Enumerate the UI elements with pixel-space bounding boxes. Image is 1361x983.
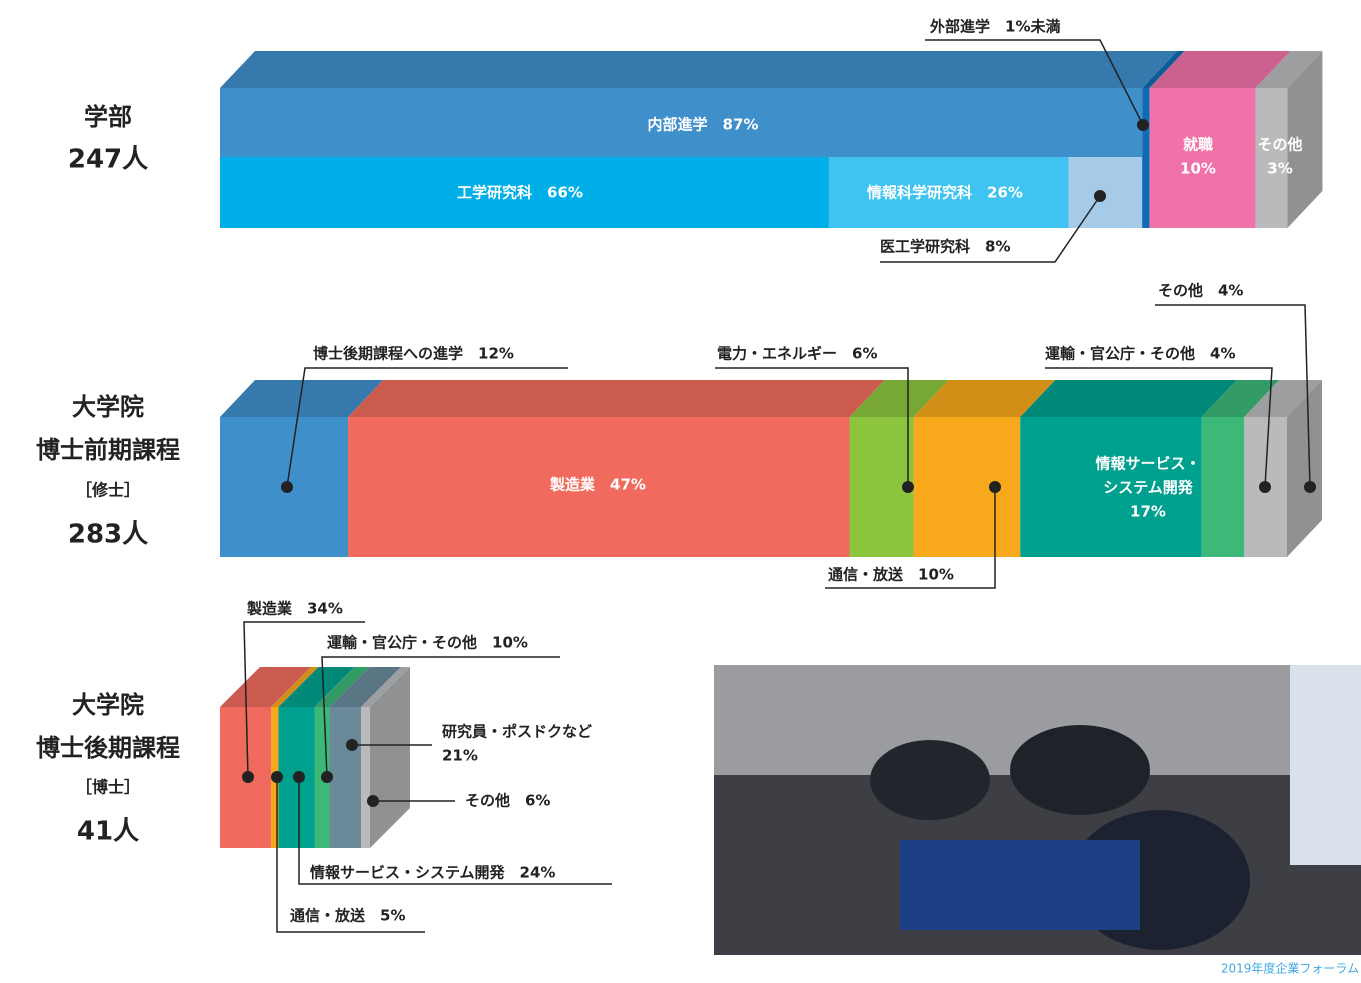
- photo: [714, 665, 1361, 955]
- leader-line: [286, 367, 568, 488]
- bar-segment: [1149, 88, 1256, 228]
- bar-top: [220, 380, 384, 417]
- leader-dot: [293, 771, 305, 783]
- section-group: 大学院: [72, 393, 144, 421]
- bar-side: [1287, 51, 1323, 228]
- leader-dot: [1137, 119, 1149, 131]
- bar-top: [314, 667, 370, 707]
- bar-top: [220, 667, 311, 707]
- segment-label: 情報サービス・: [1095, 455, 1200, 473]
- segment-label: 通信・放送 5%: [290, 907, 405, 925]
- bar-top: [849, 380, 949, 417]
- leader-line: [1155, 304, 1311, 488]
- leader-dot: [321, 771, 333, 783]
- leader-dot: [1094, 190, 1106, 202]
- segment-label: その他: [1257, 136, 1302, 154]
- bar-segment: [348, 417, 850, 557]
- bar-top: [1142, 51, 1185, 88]
- segment-label: 通信・放送 10%: [828, 566, 954, 584]
- bar-top: [1255, 51, 1323, 88]
- leader-line: [925, 39, 1144, 126]
- segment-label: 博士後期課程への進学 12%: [313, 345, 514, 363]
- bar-segment: [1020, 417, 1202, 557]
- leader-line: [298, 777, 612, 885]
- bar-top: [348, 380, 885, 417]
- segment-label: その他 6%: [465, 792, 550, 810]
- segment-label: 工学研究科 66%: [457, 184, 583, 202]
- bar-top: [220, 51, 1178, 88]
- segment-label: 運輸・官公庁・その他 10%: [327, 634, 528, 652]
- leader-dot: [1259, 481, 1271, 493]
- sub-segment: [1068, 157, 1143, 228]
- bar-segment: [329, 707, 361, 848]
- section-count: 247人: [68, 145, 148, 175]
- segment-label: 情報サービス・システム開発 24%: [310, 864, 555, 882]
- segment-label: 電力・エネルギー 6%: [717, 345, 877, 363]
- section-count: 283人: [68, 520, 148, 550]
- segment-label: 外部進学 1%未満: [929, 18, 1060, 36]
- section-program: 学部: [84, 103, 132, 131]
- bar-top: [1020, 380, 1237, 417]
- leader-line: [715, 367, 909, 487]
- bar-segment: [1201, 417, 1245, 557]
- leader-line: [243, 621, 365, 778]
- leader-line: [1045, 367, 1273, 488]
- bar-side: [1287, 380, 1322, 557]
- segment-label: 製造業 47%: [549, 476, 646, 494]
- bar-segment: [361, 707, 370, 848]
- bar-segment: [913, 417, 1021, 557]
- leader-dot: [902, 481, 914, 493]
- leader-line: [880, 195, 1101, 263]
- sub-segment: [828, 157, 1069, 228]
- bar-top: [361, 667, 410, 707]
- segment-label: 3%: [1267, 160, 1292, 178]
- segment-label: 21%: [442, 747, 478, 765]
- bar-top: [271, 667, 319, 707]
- leader-dot: [271, 771, 283, 783]
- segment-label: 就職: [1183, 136, 1213, 154]
- leader-line: [825, 487, 996, 589]
- bar-top: [913, 380, 1056, 417]
- section-degree: ［博士］: [76, 778, 140, 797]
- bar-top: [1244, 380, 1322, 417]
- bar-top: [1201, 380, 1280, 417]
- bar-top: [1149, 51, 1291, 88]
- leader-dot: [367, 795, 379, 807]
- segment-label: 情報科学研究科 26%: [867, 184, 1023, 202]
- leader-dot: [242, 771, 254, 783]
- segment-label: 運輸・官公庁・その他 4%: [1045, 345, 1235, 363]
- bar-segment: [1142, 88, 1150, 228]
- leader-line: [321, 656, 560, 778]
- segment-label: 研究員・ポスドクなど: [442, 723, 592, 741]
- photo-caption: 2019年度企業フォーラム: [1221, 961, 1359, 976]
- section-group: 大学院: [72, 691, 144, 719]
- bar-top: [329, 667, 401, 707]
- bar-segment: [1255, 88, 1288, 228]
- section-program: 博士後期課程: [36, 734, 180, 762]
- leader-line: [276, 777, 425, 933]
- bar-side: [370, 667, 410, 848]
- section-degree: ［修士］: [76, 481, 140, 500]
- leader-dot: [1304, 481, 1316, 493]
- bar-top: [278, 667, 355, 707]
- section-program: 博士前期課程: [36, 436, 180, 464]
- segment-label: システム開発: [1103, 479, 1194, 497]
- section-count: 41人: [77, 817, 139, 847]
- leader-dot: [346, 739, 358, 751]
- segment-label: 内部進学 87%: [648, 116, 759, 134]
- segment-label: 10%: [1180, 160, 1216, 178]
- segment-label: 医工学研究科 8%: [880, 238, 1010, 256]
- leader-dot: [989, 481, 1001, 493]
- segment-label: 製造業 34%: [246, 600, 343, 618]
- leader-dot: [281, 481, 293, 493]
- segment-label: その他 4%: [1158, 282, 1243, 300]
- segment-label: 17%: [1130, 503, 1166, 521]
- sub-segment: [220, 157, 829, 228]
